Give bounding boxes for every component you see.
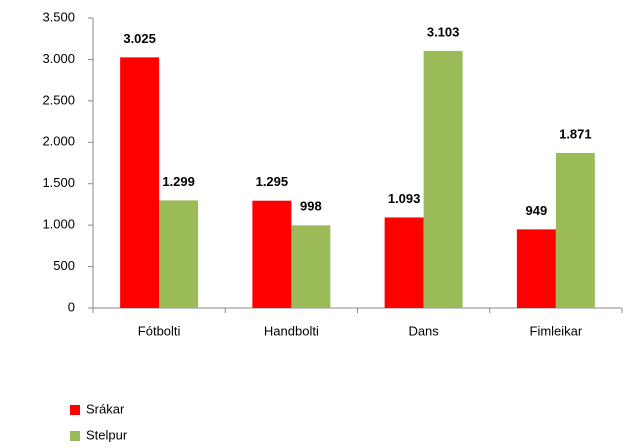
legend-swatch bbox=[70, 405, 80, 415]
value-label: 1.295 bbox=[256, 174, 289, 189]
value-label: 1.299 bbox=[162, 174, 195, 189]
value-label: 949 bbox=[526, 203, 548, 218]
y-tick-label: 1.000 bbox=[42, 217, 75, 232]
x-tick-label: Fótbolti bbox=[138, 323, 181, 338]
value-label: 1.093 bbox=[388, 191, 421, 206]
legend-swatch bbox=[70, 431, 80, 441]
value-label: 1.871 bbox=[559, 126, 592, 141]
x-tick-label: Fimleikar bbox=[530, 323, 583, 338]
y-tick-label: 500 bbox=[53, 258, 75, 273]
bar bbox=[252, 200, 292, 308]
x-tick-label: Dans bbox=[408, 323, 439, 338]
y-tick-label: 1.500 bbox=[42, 175, 75, 190]
y-tick-label: 2.500 bbox=[42, 92, 75, 107]
y-tick-label: 2.000 bbox=[42, 134, 75, 149]
y-tick-label: 3.500 bbox=[42, 9, 75, 24]
bar bbox=[159, 200, 199, 308]
bar bbox=[384, 217, 424, 308]
value-label: 3.025 bbox=[123, 31, 156, 46]
y-tick-label: 3.000 bbox=[42, 51, 75, 66]
bar bbox=[120, 57, 160, 308]
bar bbox=[423, 50, 463, 308]
bar bbox=[291, 225, 331, 308]
bar bbox=[516, 229, 556, 308]
y-tick-label: 0 bbox=[68, 299, 75, 314]
value-label: 3.103 bbox=[427, 24, 460, 39]
legend-label: Stelpur bbox=[86, 427, 128, 442]
value-label: 998 bbox=[300, 199, 322, 214]
x-tick-label: Handbolti bbox=[264, 323, 319, 338]
bar bbox=[555, 152, 595, 308]
legend-label: Srákar bbox=[86, 401, 125, 416]
